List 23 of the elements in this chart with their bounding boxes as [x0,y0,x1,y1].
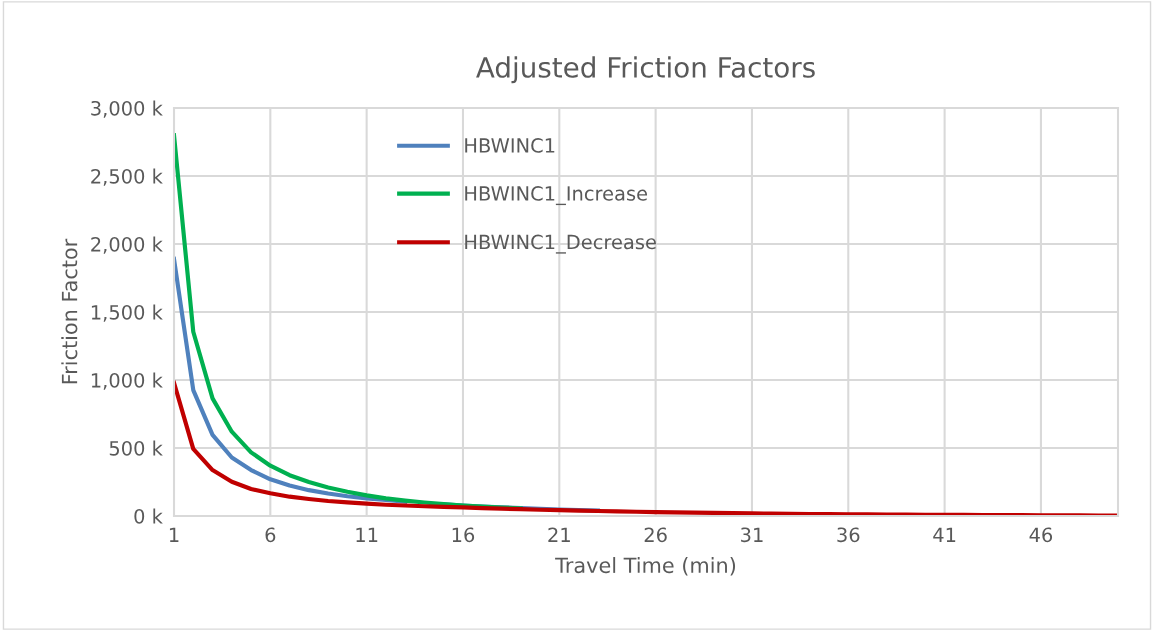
y-tick-label: 0 k [134,508,163,524]
x-tick-label: 1 [169,527,179,542]
x-tick-label: 41 [933,527,956,542]
x-tick-label: 26 [644,527,667,543]
legend-label: HBWINC1_Decrease [465,234,656,254]
legend-label: HBWINC1_Increase [465,186,648,206]
x-tick-label: 11 [356,527,378,542]
y-tick-label: 1,000 k [91,372,163,390]
y-tick-label: 1,500 k [91,304,163,322]
y-tick-label: 2,000 k [91,236,163,254]
y-tick-label: 500 k [109,440,163,456]
y-axis-title: Friction Factor [61,238,78,384]
x-tick-label: 16 [452,527,475,543]
x-tick-label: 36 [837,527,860,543]
y-tick-label: 3,000 k [91,100,163,118]
y-tick-label: 2,500 k [91,168,163,186]
x-axis-title: Travel Time (min) [555,557,736,576]
x-tick-label: 21 [548,527,570,542]
legend-label: HBWINC1 [465,138,555,153]
chart-title: Adjusted Friction Factors [476,56,815,84]
x-tick-label: 6 [265,527,276,543]
x-tick-label: 46 [1029,527,1053,543]
x-tick-label: 31 [741,527,763,543]
